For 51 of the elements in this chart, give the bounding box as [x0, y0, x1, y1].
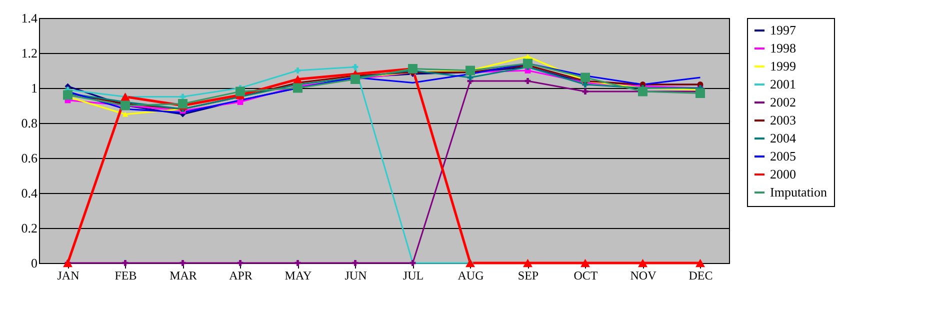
legend-label: 2005 — [770, 148, 796, 164]
x-tick-label: NOV — [630, 268, 657, 282]
y-tick-label: 1.4 — [21, 10, 38, 26]
x-tick-label: FEB — [114, 268, 137, 282]
legend-label: 2000 — [770, 166, 796, 182]
y-tick-label: 1.2 — [21, 46, 38, 60]
point — [352, 260, 358, 266]
legend-label: 1999 — [770, 58, 796, 74]
legend-label: 2003 — [770, 112, 796, 128]
point — [122, 260, 128, 266]
legend-label: 1997 — [770, 22, 796, 38]
legend-label: 1998 — [770, 40, 796, 56]
point — [122, 112, 128, 117]
point — [293, 75, 302, 84]
y-tick-label: 0.8 — [21, 116, 38, 130]
x-tick-label: SEP — [518, 268, 539, 282]
point — [696, 88, 705, 98]
point — [180, 260, 186, 266]
point — [352, 64, 358, 70]
x-tick-label: APR — [229, 268, 252, 282]
y-tick-label: 1 — [31, 80, 38, 96]
point — [523, 58, 532, 68]
point — [638, 258, 648, 268]
x-tick-label: JUN — [344, 268, 368, 282]
x-tick-label: JUL — [402, 268, 424, 282]
x-tick-label: OCT — [574, 268, 598, 282]
y-tick-label: 0.6 — [21, 150, 38, 166]
y-tick-label: 0.4 — [21, 186, 38, 200]
point — [63, 90, 72, 100]
point — [237, 260, 244, 266]
point — [294, 68, 301, 74]
point — [696, 258, 705, 268]
x-tick-label: AUG — [458, 268, 484, 282]
point — [523, 258, 532, 268]
point — [524, 54, 531, 60]
point — [524, 78, 531, 84]
point — [582, 88, 588, 94]
x-tick-label: JAN — [57, 268, 80, 282]
x-tick-label: MAR — [170, 268, 197, 282]
point — [236, 86, 245, 96]
y-tick-label: 0.2 — [21, 220, 38, 236]
point — [294, 260, 301, 266]
point — [580, 72, 590, 82]
x-tick-label: MAY — [284, 268, 312, 282]
legend-label: 2004 — [770, 130, 796, 146]
x-tick-label: DEC — [688, 268, 713, 282]
legend-label: Imputation — [770, 184, 828, 200]
legend-label: 2001 — [770, 76, 796, 92]
y-tick-label: 0 — [31, 256, 38, 270]
legend-label: 2002 — [770, 94, 796, 110]
point — [580, 258, 590, 268]
